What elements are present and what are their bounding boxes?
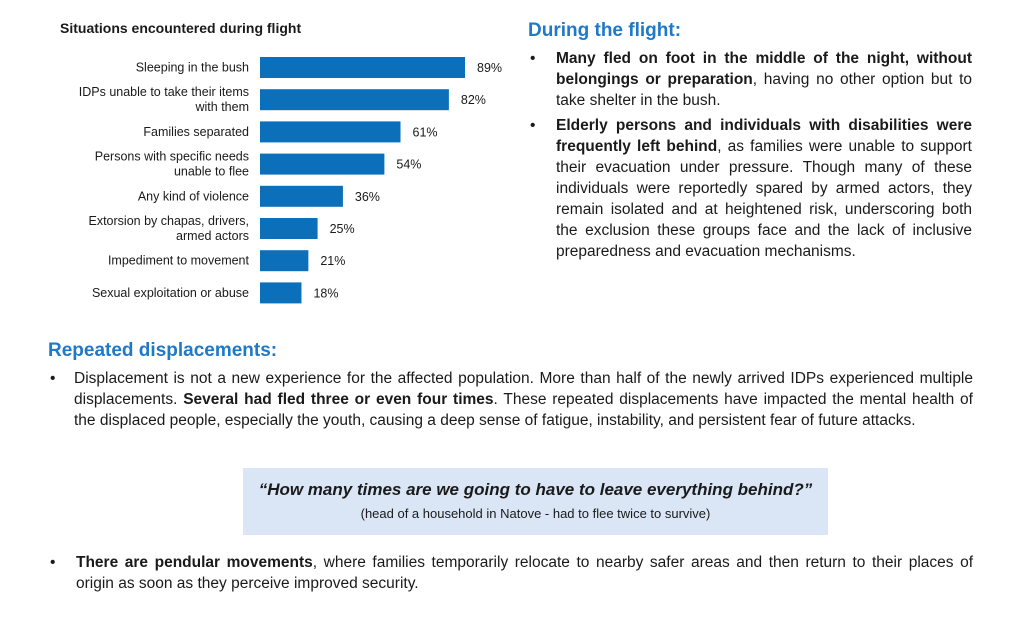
- chart-svg: Sleeping in the bush 89% IDPs unable to ta…: [79, 57, 502, 304]
- bar: [260, 282, 302, 304]
- bar: [260, 250, 309, 272]
- value-label: 82%: [461, 93, 486, 107]
- bar: [260, 57, 465, 78]
- during-flight-list: Many fled on foot in the middle of the n…: [528, 48, 972, 262]
- category-label: Sleeping in the bush: [136, 61, 249, 75]
- value-label: 25%: [330, 222, 355, 236]
- category-label: Families separated: [143, 125, 249, 139]
- list-item: Elderly persons and individuals with dis…: [528, 115, 972, 262]
- value-label: 36%: [355, 190, 380, 204]
- bullet-bold-text: Many fled on foot in the middle of the n…: [556, 50, 972, 88]
- value-label: 61%: [413, 125, 438, 139]
- bar: [260, 153, 385, 175]
- bullet-text: , having no other option but to take she…: [556, 71, 972, 109]
- category-label: Sexual exploitation or abuse: [92, 286, 249, 300]
- category-label: Any kind of violence: [138, 189, 249, 203]
- value-label: 54%: [396, 158, 421, 172]
- quote-box: “How many times are we going to have to …: [243, 468, 828, 535]
- category-label: armed actors: [176, 229, 249, 243]
- bullet-bold-text: There are pendular movements: [76, 554, 313, 571]
- bar-chart: Situations encountered during flight Sle…: [40, 18, 510, 318]
- pendular-section: There are pendular movements, where fami…: [48, 552, 973, 598]
- quote-text: “How many times are we going to have to …: [258, 480, 813, 499]
- category-label: with them: [195, 100, 250, 114]
- bar: [260, 121, 401, 143]
- category-label: IDPs unable to take their items: [79, 85, 249, 99]
- list-item: There are pendular movements, where fami…: [48, 552, 973, 594]
- value-label: 18%: [313, 286, 338, 300]
- bar: [260, 218, 318, 239]
- value-label: 89%: [477, 61, 502, 75]
- category-label: Persons with specific needs: [95, 150, 249, 164]
- repeated-displacements-heading: Repeated displacements:: [48, 340, 278, 361]
- pendular-list: There are pendular movements, where fami…: [48, 552, 973, 594]
- category-label: Impediment to movement: [108, 254, 250, 268]
- during-flight-section: During the flight: Many fled on foot in …: [528, 20, 972, 266]
- during-flight-heading: During the flight:: [528, 20, 682, 41]
- chart-title: Situations encountered during flight: [60, 20, 302, 36]
- category-label: unable to flee: [174, 165, 249, 179]
- list-item: Displacement is not a new experience for…: [48, 368, 973, 431]
- category-label: Extorsion by chapas, drivers,: [89, 214, 250, 228]
- bullet-bold-text: Several had fled three or even four time…: [183, 391, 494, 408]
- list-item: Many fled on foot in the middle of the n…: [528, 48, 972, 111]
- bullet-text: , where families temporarily relocate to…: [76, 554, 974, 592]
- repeated-displacements-section: Repeated displacements: Displacement is …: [48, 340, 973, 435]
- quote-source: (head of a household in Natove - had to …: [360, 506, 711, 521]
- bullet-text: Displacement is not a new experience for…: [74, 370, 973, 408]
- bullet-text: . These repeated displacements have impa…: [74, 391, 973, 429]
- repeated-list: Displacement is not a new experience for…: [48, 368, 973, 431]
- value-label: 21%: [320, 254, 345, 268]
- bar: [260, 89, 449, 111]
- bullet-bold-text: Elderly persons and individuals with dis…: [556, 117, 972, 155]
- bar: [260, 185, 343, 207]
- bullet-text: , as families were unable to support the…: [556, 138, 972, 260]
